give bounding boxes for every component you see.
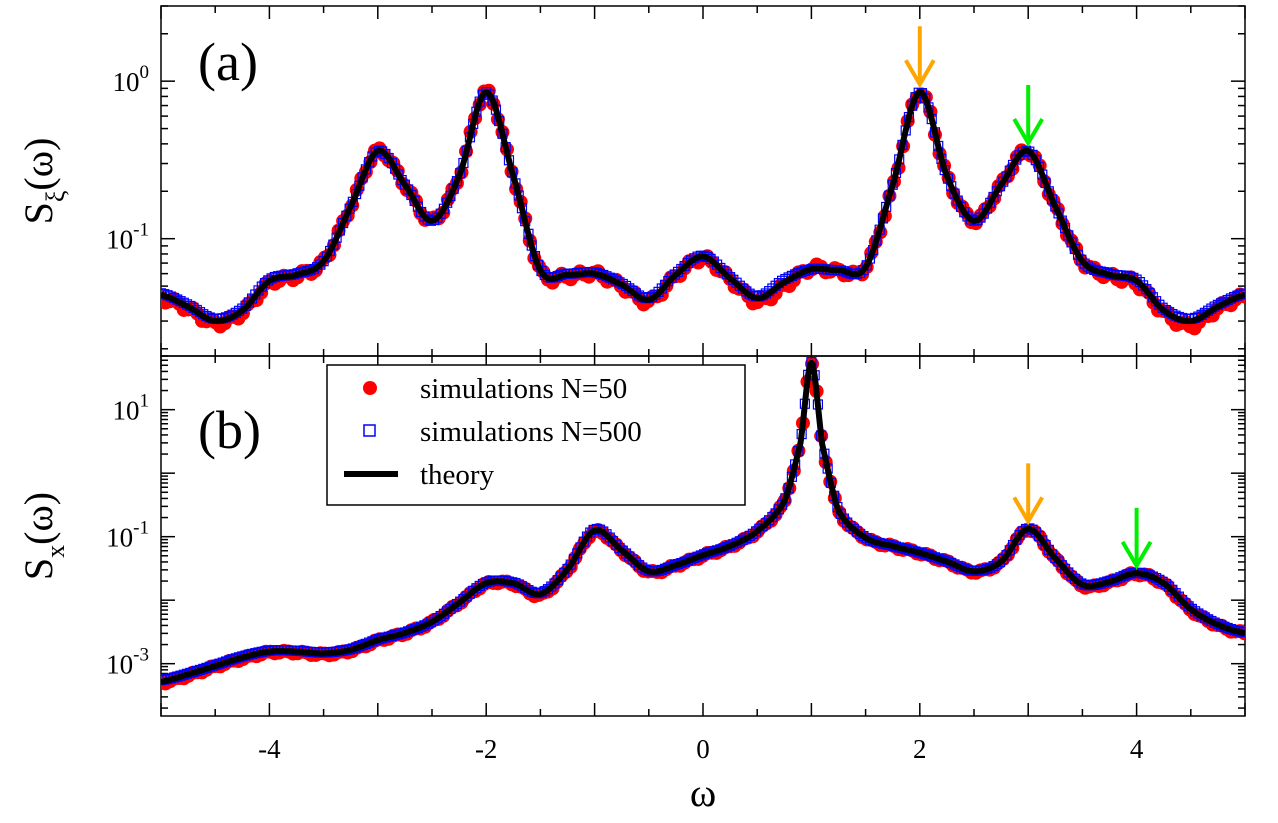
peak-arrow-head: [1012, 118, 1044, 148]
panel-a-ylabel: Sξ(ω): [16, 138, 70, 225]
x-tick-label: 2: [913, 734, 927, 764]
peak-arrow-head: [904, 59, 936, 89]
x-axis-label: ω: [690, 770, 716, 815]
panel-b-ylabel: Sx(ω): [16, 492, 70, 580]
x-tick-label: -4: [258, 734, 281, 764]
legend-label-n500: simulations N=500: [420, 416, 642, 448]
legend-box: [326, 364, 746, 506]
y-tick-label: 101: [113, 391, 150, 426]
x-tick-label: 4: [1130, 734, 1144, 764]
y-tick-label: 10-3: [106, 645, 149, 680]
panel-a-frame: [160, 5, 1246, 357]
panel-b-plot: -4 -2 0 2 4 101 10-1 10-3: [106, 355, 1246, 764]
y-tick-label: 10-1: [106, 220, 149, 255]
panel-a: 100 10-1 (a) Sξ(ω): [16, 5, 1246, 357]
legend: simulations N=50 simulations N=500 theor…: [326, 364, 746, 506]
legend-label-theory: theory: [420, 459, 495, 491]
panel-b-tag: (b): [198, 400, 261, 460]
panel-b: -4 -2 0 2 4 101 10-1 10-3 (b) Sx(ω) ω: [16, 355, 1246, 815]
x-tick-label: -2: [475, 734, 498, 764]
panel-a-tag: (a): [198, 32, 258, 92]
legend-label-n50: simulations N=50: [420, 373, 627, 405]
x-tick-label: 0: [696, 734, 710, 764]
peak-arrow-head: [1012, 496, 1044, 526]
theory-line: [161, 359, 1245, 685]
legend-marker-n50: [363, 381, 377, 395]
peak-arrow-head: [1120, 540, 1153, 570]
legend-marker-n500: [363, 424, 376, 437]
y-tick-label: 100: [113, 62, 150, 97]
theory-line: [161, 89, 1245, 325]
panel-a-plot: 100 10-1: [106, 5, 1246, 356]
y-tick-label: 10-1: [106, 518, 149, 553]
